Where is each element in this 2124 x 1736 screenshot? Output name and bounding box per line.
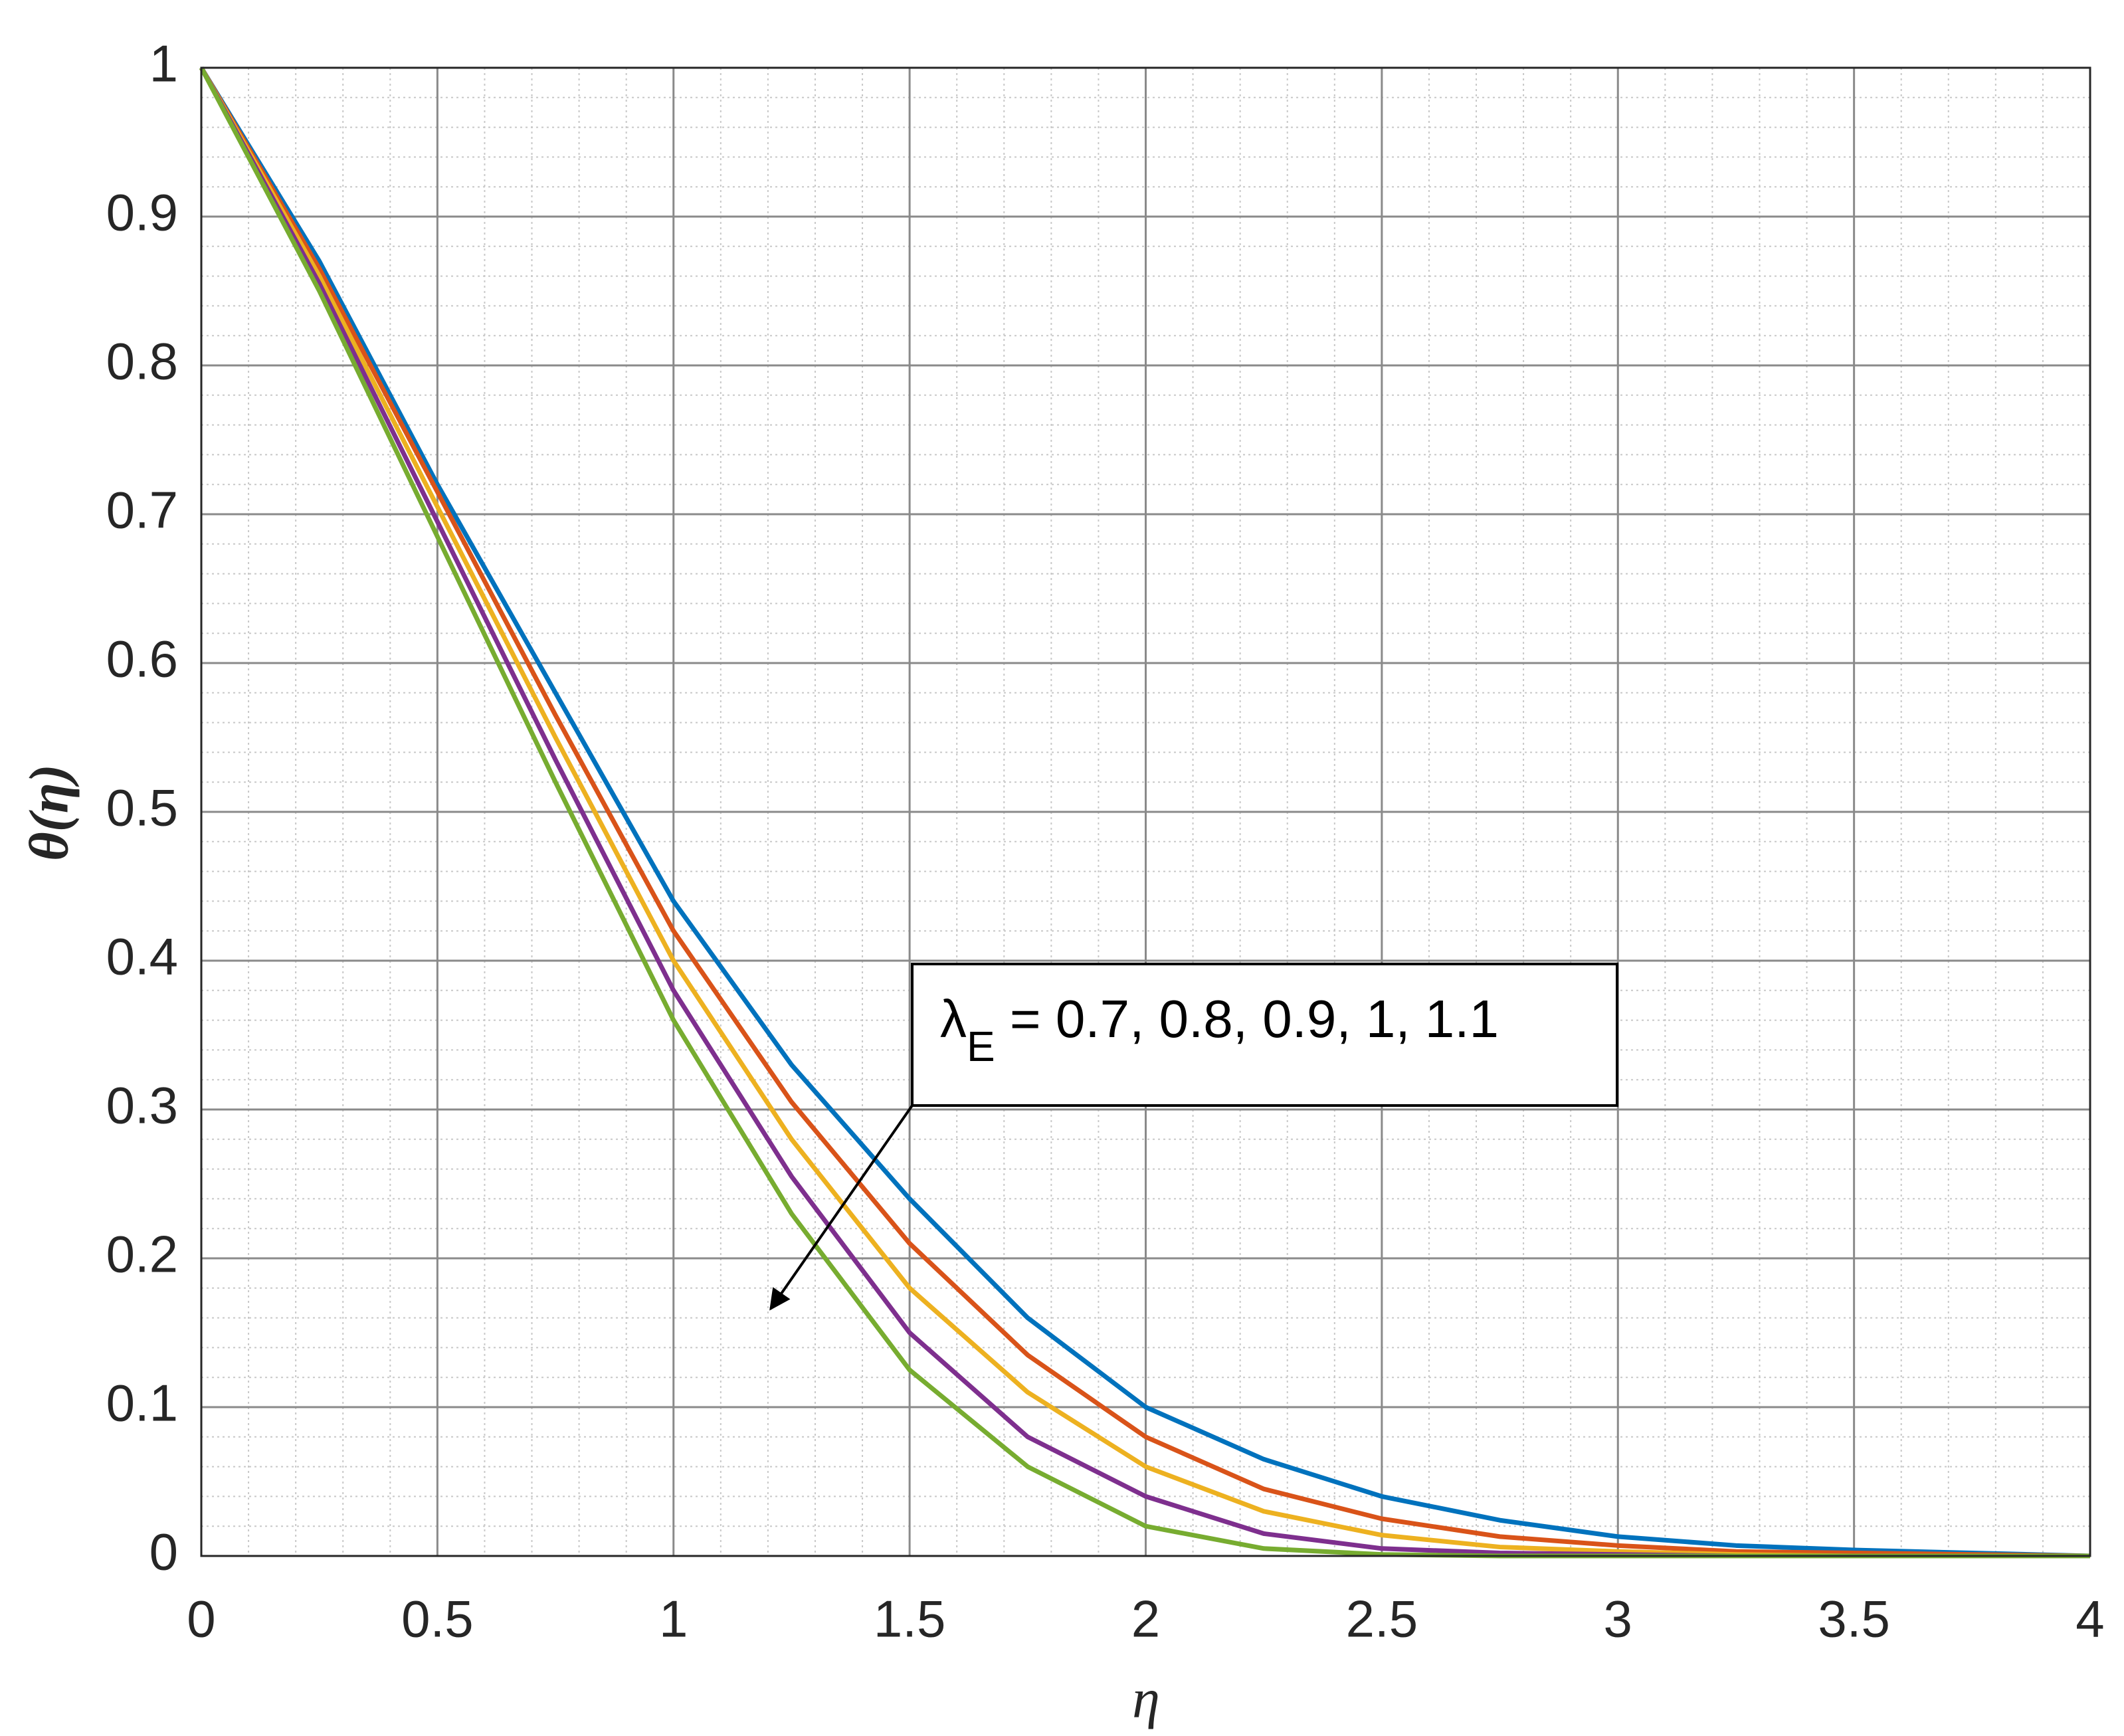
annotation-symbol: λ: [940, 989, 967, 1048]
series-line: [199, 66, 2091, 1559]
y-tick-label: 0.4: [106, 927, 178, 986]
y-tick-label: 0.6: [106, 630, 178, 688]
y-tick-label: 0.8: [106, 332, 178, 391]
x-tick-label: 4: [2076, 1590, 2104, 1648]
annotation: λE = 0.7, 0.8, 0.9, 1, 1.1: [940, 989, 1499, 1070]
annotation-subscript: E: [967, 1022, 995, 1070]
series-line: [199, 66, 2091, 1559]
x-axis-label: η: [1132, 1668, 1160, 1729]
annotation-box: [911, 963, 1618, 1107]
y-tick-label: 0.9: [106, 183, 178, 242]
y-tick-label: 0.2: [106, 1225, 178, 1284]
y-tick-label: 0: [149, 1523, 178, 1581]
y-axis-label: θ(η): [18, 764, 80, 861]
x-tick-label: 1.5: [874, 1590, 945, 1648]
x-tick-label: 0: [187, 1590, 215, 1648]
annotation-arrow: [769, 1104, 914, 1311]
x-tick-label: 2.5: [1346, 1590, 1418, 1648]
y-tick-label: 0.7: [106, 481, 178, 539]
y-tick-label: 0.3: [106, 1076, 178, 1135]
annotation-text: = 0.7, 0.8, 0.9, 1, 1.1: [995, 989, 1499, 1048]
x-tick-label: 1: [659, 1590, 688, 1648]
grid: [200, 66, 2091, 1557]
y-tick-label: 0.5: [106, 779, 178, 837]
y-tick-label: 0.1: [106, 1374, 178, 1432]
axes-box: [200, 66, 2091, 1557]
y-tick-label: 1: [149, 35, 178, 93]
x-tick-label: 3: [1604, 1590, 1632, 1648]
x-tick-label: 0.5: [401, 1590, 473, 1648]
x-tick-label: 3.5: [1818, 1590, 1889, 1648]
x-tick-label: 2: [1131, 1590, 1160, 1648]
